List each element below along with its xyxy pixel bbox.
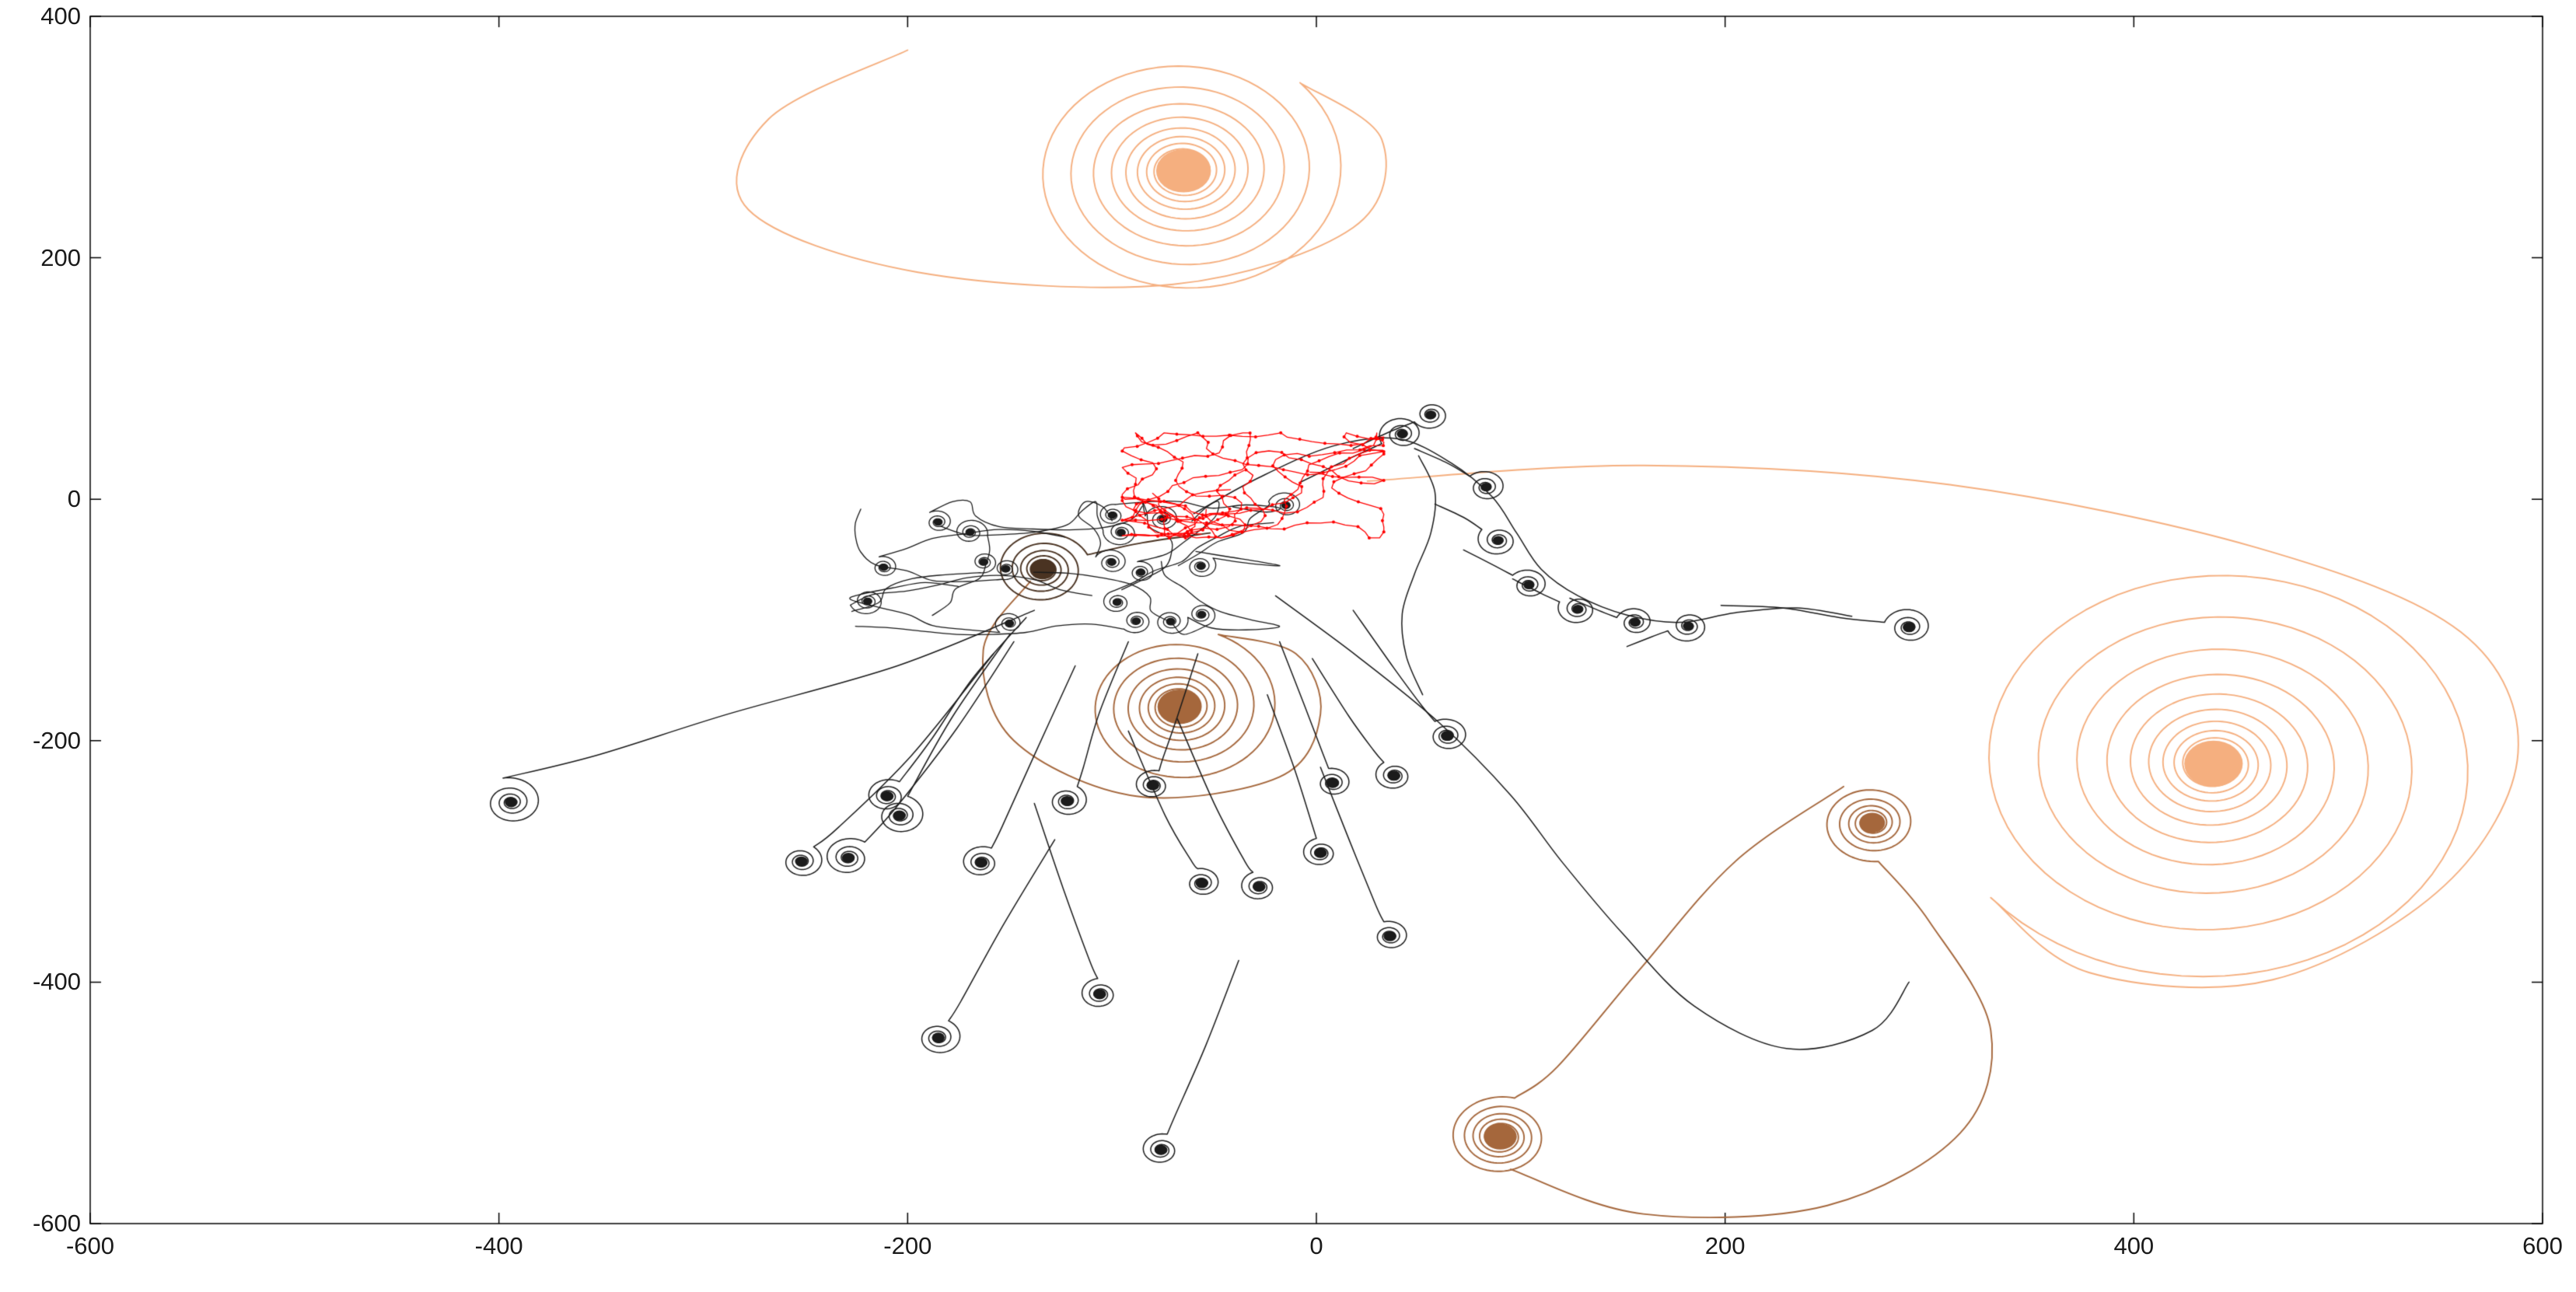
figure: -600 -400 -200 0 200 400 600 400 200 0 -200 -400 -60… [0, 0, 2576, 1292]
trajectory-plot-canvas [0, 0, 2576, 1292]
